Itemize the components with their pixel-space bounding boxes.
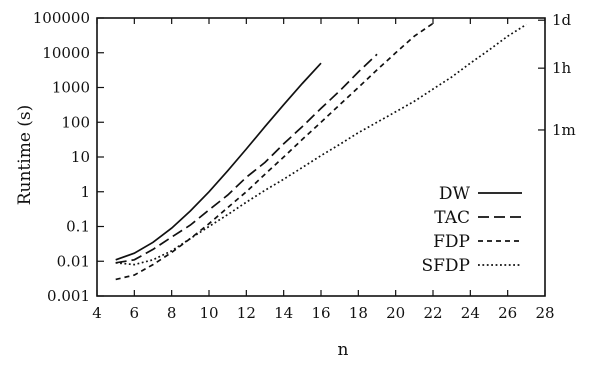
x-axis: 4 6 8 10 12 14 16 18 20 22 24 26 28 [92, 18, 555, 322]
y-tick-label: 0.001 [47, 287, 90, 305]
legend-label-tac: TAC [434, 208, 470, 228]
series-lines [115, 22, 527, 281]
y-axis-title: Runtime (s) [15, 105, 35, 206]
x-tick-label: 28 [535, 304, 554, 322]
legend-label-sfdp: SFDP [421, 256, 470, 276]
series-line-dw [115, 62, 322, 261]
series-line-sfdp [115, 23, 527, 266]
right-tick-label: 1m [552, 121, 576, 139]
plot-frame [96, 17, 546, 297]
y-tick-label: 1 [80, 183, 90, 201]
legend-label-dw: DW [439, 184, 471, 204]
y-tick-label: 0.1 [66, 218, 90, 236]
x-tick-label: 20 [386, 304, 405, 322]
series-line-tac [115, 53, 378, 264]
legend: DW TAC FDP SFDP [421, 184, 522, 276]
y-axis: 0.001 0.01 0.1 1 10 100 1000 10000 100000 [33, 9, 104, 305]
right-tick-label: 1d [552, 11, 572, 29]
x-tick-label: 26 [498, 304, 517, 322]
series-line-fdp [115, 22, 434, 281]
legend-label-fdp: FDP [433, 232, 470, 252]
y-tick-label: 100 [61, 113, 90, 131]
x-tick-label: 10 [199, 304, 218, 322]
y-tick-label: 1000 [52, 79, 90, 97]
x-tick-label: 18 [349, 304, 368, 322]
x-tick-label: 16 [311, 304, 330, 322]
y-tick-label: 10 [71, 148, 90, 166]
x-tick-label: 24 [461, 304, 480, 322]
y-tick-label: 100000 [33, 9, 90, 27]
right-tick-label: 1h [552, 59, 572, 77]
x-tick-label: 4 [92, 304, 102, 322]
x-tick-label: 8 [167, 304, 177, 322]
y-tick-label: 0.01 [57, 252, 90, 270]
plot-frame-group [96, 17, 546, 297]
x-axis-title: n [338, 340, 349, 360]
x-tick-label: 6 [130, 304, 140, 322]
x-tick-label: 22 [423, 304, 442, 322]
x-tick-label: 14 [274, 304, 293, 322]
y-tick-label: 10000 [42, 44, 90, 62]
x-tick-label: 12 [237, 304, 256, 322]
right-axis: 1m 1h 1d [538, 11, 576, 139]
